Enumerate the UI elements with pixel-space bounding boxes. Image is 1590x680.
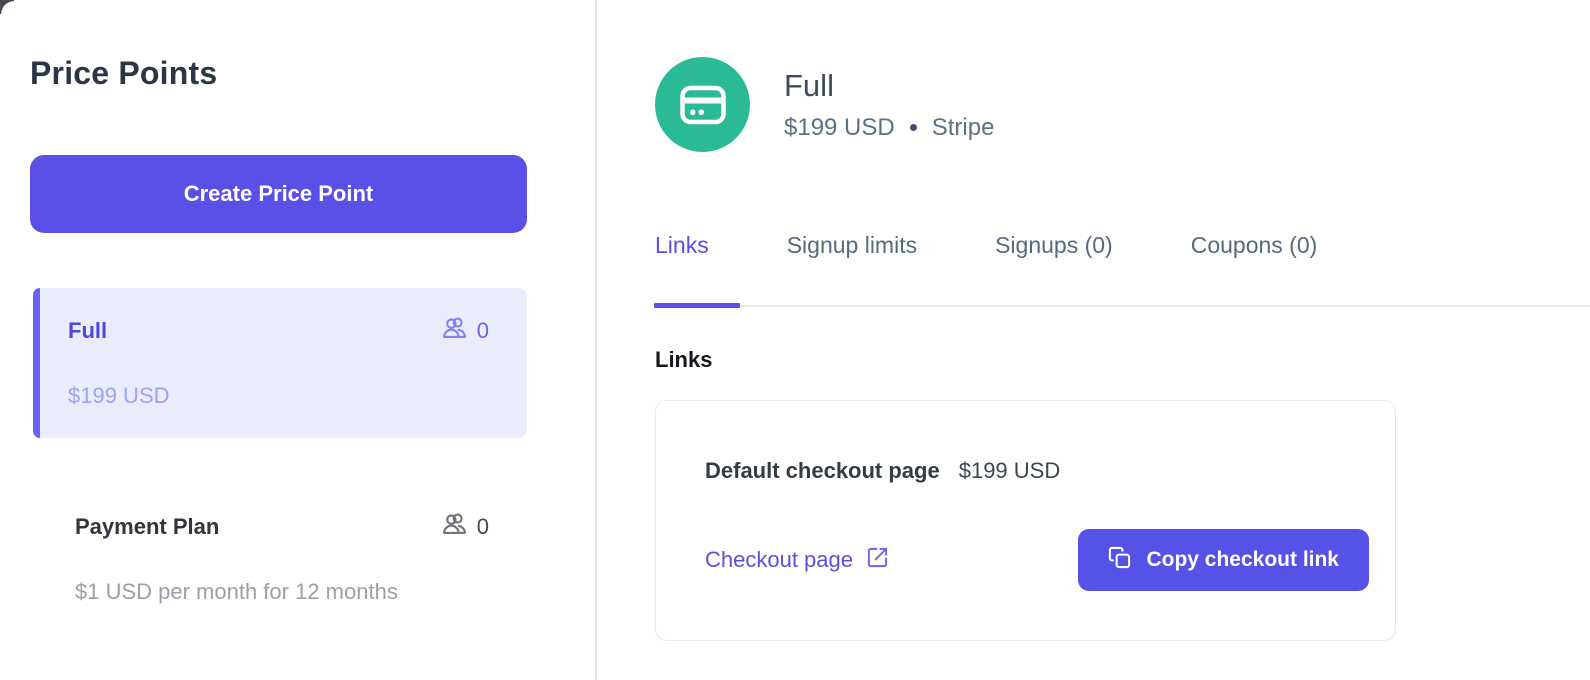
detail-price: $199 USD bbox=[784, 113, 895, 141]
external-link-icon bbox=[866, 546, 889, 575]
create-price-point-button[interactable]: Create Price Point bbox=[30, 155, 527, 233]
price-point-item-full[interactable]: Full 0 $199 USD bbox=[33, 288, 527, 438]
tab-coupons[interactable]: Coupons (0) bbox=[1190, 232, 1318, 258]
price-point-name: Payment Plan bbox=[75, 514, 220, 539]
price-point-price: $1 USD per month for 12 months bbox=[75, 579, 398, 604]
signup-count: 0 bbox=[441, 511, 489, 543]
page-title: Price Points bbox=[30, 55, 218, 91]
detail-processor: Stripe bbox=[931, 113, 995, 141]
checkout-page-link-label: Checkout page bbox=[705, 547, 853, 572]
copy-icon bbox=[1108, 546, 1131, 575]
signup-count-value: 0 bbox=[476, 318, 489, 343]
users-icon bbox=[441, 511, 468, 543]
tab-links[interactable]: Links bbox=[654, 232, 740, 308]
detail-panel: Full $199 USD Stripe Links Signup limits… bbox=[597, 0, 1590, 680]
separator-dot bbox=[909, 124, 917, 131]
tab-bar: Links Signup limits Signups (0) Coupons … bbox=[654, 232, 1590, 308]
users-icon bbox=[441, 315, 468, 347]
copy-checkout-link-button[interactable]: Copy checkout link bbox=[1078, 529, 1369, 591]
checkout-page-link[interactable]: Checkout page bbox=[705, 546, 889, 575]
tab-signup-limits[interactable]: Signup limits bbox=[786, 232, 918, 258]
sidebar: Price Points Create Price Point Full 0 bbox=[0, 0, 597, 680]
signup-count: 0 bbox=[441, 315, 489, 347]
window-corner bbox=[0, 0, 14, 14]
tab-signups[interactable]: Signups (0) bbox=[995, 232, 1113, 258]
credit-card-icon bbox=[655, 57, 750, 152]
checkout-page-price: $199 USD bbox=[958, 458, 1061, 483]
links-section-title: Links bbox=[655, 347, 713, 372]
detail-title: Full bbox=[784, 67, 834, 103]
price-point-name: Full bbox=[68, 318, 108, 343]
price-point-item-payment-plan[interactable]: Payment Plan 0 $1 USD per month for 12 m… bbox=[33, 484, 527, 605]
detail-header: Full $199 USD Stripe bbox=[655, 57, 1590, 152]
signup-count-value: 0 bbox=[476, 514, 489, 539]
checkout-page-name: Default checkout page bbox=[705, 458, 940, 483]
copy-button-label: Copy checkout link bbox=[1146, 548, 1339, 571]
checkout-link-card: Default checkout page $199 USD Checkout … bbox=[655, 400, 1396, 641]
price-point-price: $199 USD bbox=[68, 383, 170, 408]
